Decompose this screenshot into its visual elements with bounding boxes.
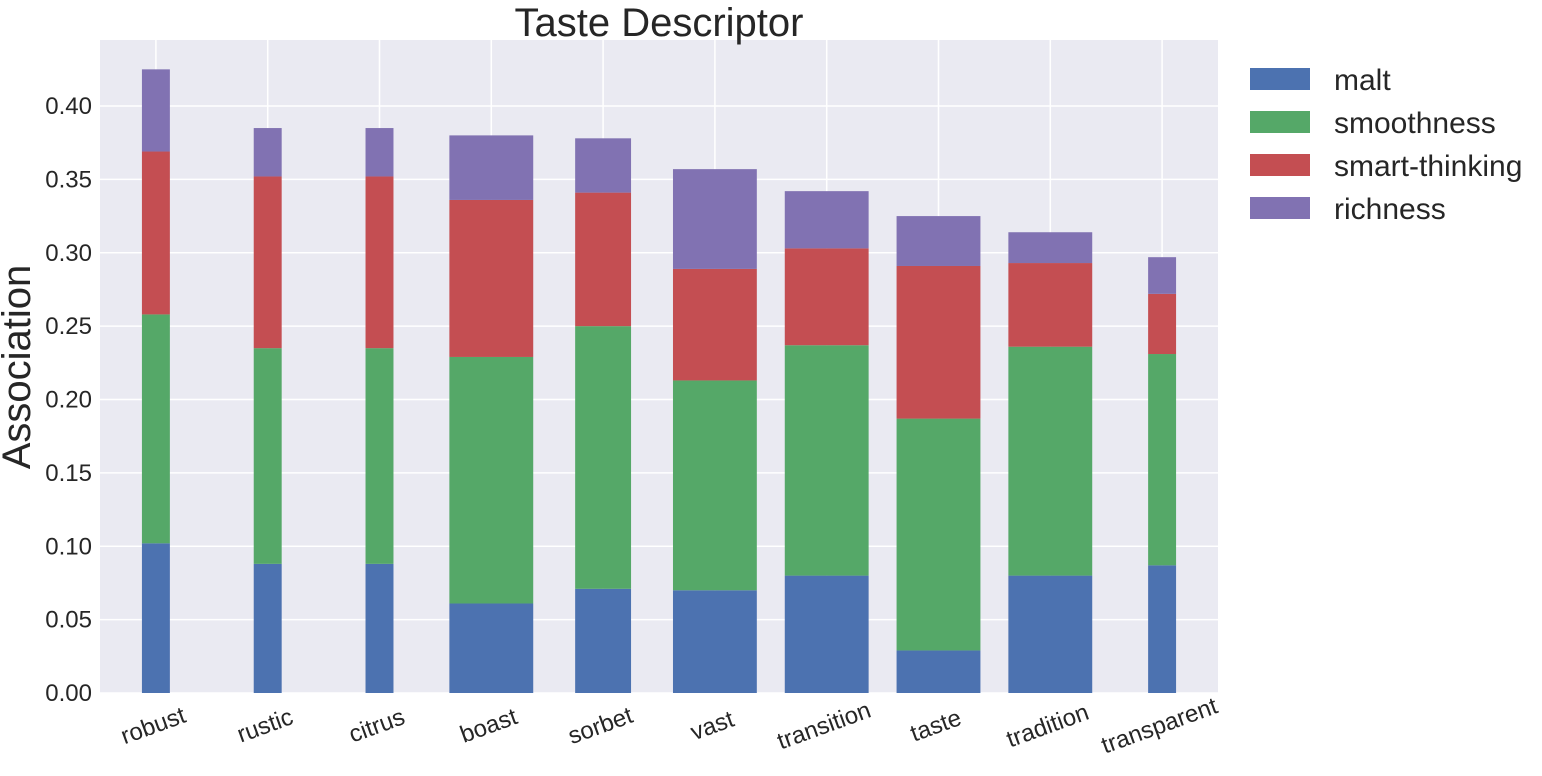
bar-boast-richness (449, 135, 534, 200)
bar-sorbet-smart-thinking (575, 192, 632, 327)
bar-sorbet-malt (575, 588, 632, 693)
legend-swatch-smoothness (1250, 111, 1310, 133)
bar-boast-smoothness (449, 356, 534, 604)
y-tick-label: 0.15 (45, 460, 92, 487)
bar-transparent-smoothness (1148, 354, 1177, 566)
bar-transparent-richness (1148, 257, 1177, 294)
y-tick-label: 0.30 (45, 240, 92, 267)
y-tick-label: 0.35 (45, 166, 92, 193)
bar-boast-malt (449, 603, 534, 693)
bar-rustic-smart-thinking (253, 176, 282, 349)
legend-label-smart-thinking: smart-thinking (1334, 150, 1522, 183)
y-tick-label: 0.00 (45, 680, 92, 707)
x-tick-label: taste (907, 704, 965, 747)
bar-tradition-smart-thinking (1008, 263, 1093, 347)
y-tick-labels: 0.00 0.05 0.10 0.15 0.20 0.25 0.30 0.35 0.40 (45, 93, 92, 707)
bar-citrus-smart-thinking (365, 176, 394, 349)
bar-robust-malt (141, 543, 170, 693)
x-tick-label: transparent (1098, 692, 1222, 759)
y-tick-label: 0.40 (45, 93, 92, 120)
legend-label-smoothness: smoothness (1334, 107, 1496, 140)
x-tick-label: sorbet (565, 702, 637, 750)
bar-transparent-malt (1148, 565, 1177, 693)
x-tick-labels: robust rustic citrus boast sorbet vast transit… (117, 692, 1221, 759)
x-tick-label: boast (457, 703, 522, 749)
x-tick-label: rustic (234, 703, 297, 748)
y-tick-label: 0.25 (45, 313, 92, 340)
bar-transparent-smart-thinking (1148, 293, 1177, 355)
bar-sorbet-smoothness (575, 326, 632, 589)
bar-taste-richness (896, 216, 981, 266)
y-tick-label: 0.20 (45, 387, 92, 414)
bar-rustic-smoothness (253, 348, 282, 564)
legend: malt smoothness smart-thinking richness (1250, 64, 1522, 226)
y-axis-label: Association (0, 265, 39, 470)
bar-transition-malt (784, 575, 869, 693)
bar-rustic-richness (253, 128, 282, 177)
y-tick-label: 0.05 (45, 607, 92, 634)
bars (141, 69, 1177, 693)
bar-rustic-malt (253, 563, 282, 693)
bar-tradition-smoothness (1008, 346, 1093, 576)
legend-swatch-smart-thinking (1250, 154, 1310, 176)
x-tick-label: transition (774, 697, 875, 756)
bar-tradition-richness (1008, 232, 1093, 264)
bar-boast-smart-thinking (449, 199, 534, 357)
bar-taste-malt (896, 650, 981, 693)
legend-label-malt: malt (1334, 64, 1391, 97)
x-tick-label: robust (117, 702, 189, 750)
chart-title: Taste Descriptor (515, 1, 804, 45)
bar-vast-richness (672, 169, 757, 269)
bar-robust-smart-thinking (141, 151, 170, 315)
bar-citrus-richness (365, 128, 394, 177)
bar-robust-richness (141, 69, 170, 152)
bar-transition-smart-thinking (784, 248, 869, 346)
bar-tradition-malt (1008, 575, 1093, 693)
y-tick-label: 0.10 (45, 533, 92, 560)
legend-swatch-malt (1250, 68, 1310, 90)
bar-sorbet-richness (575, 138, 632, 193)
x-tick-label: tradition (1003, 699, 1092, 754)
bar-taste-smoothness (896, 418, 981, 651)
bar-transition-smoothness (784, 345, 869, 576)
bar-citrus-smoothness (365, 348, 394, 564)
bar-vast-malt (672, 590, 757, 693)
x-tick-label: vast (687, 706, 738, 747)
bar-robust-smoothness (141, 314, 170, 544)
x-tick-label: citrus (345, 703, 408, 748)
bar-vast-smart-thinking (672, 268, 757, 381)
bar-taste-smart-thinking (896, 265, 981, 419)
bar-transition-richness (784, 191, 869, 249)
legend-label-richness: richness (1334, 193, 1446, 226)
legend-swatch-richness (1250, 197, 1310, 219)
bar-vast-smoothness (672, 380, 757, 591)
bar-citrus-malt (365, 563, 394, 693)
